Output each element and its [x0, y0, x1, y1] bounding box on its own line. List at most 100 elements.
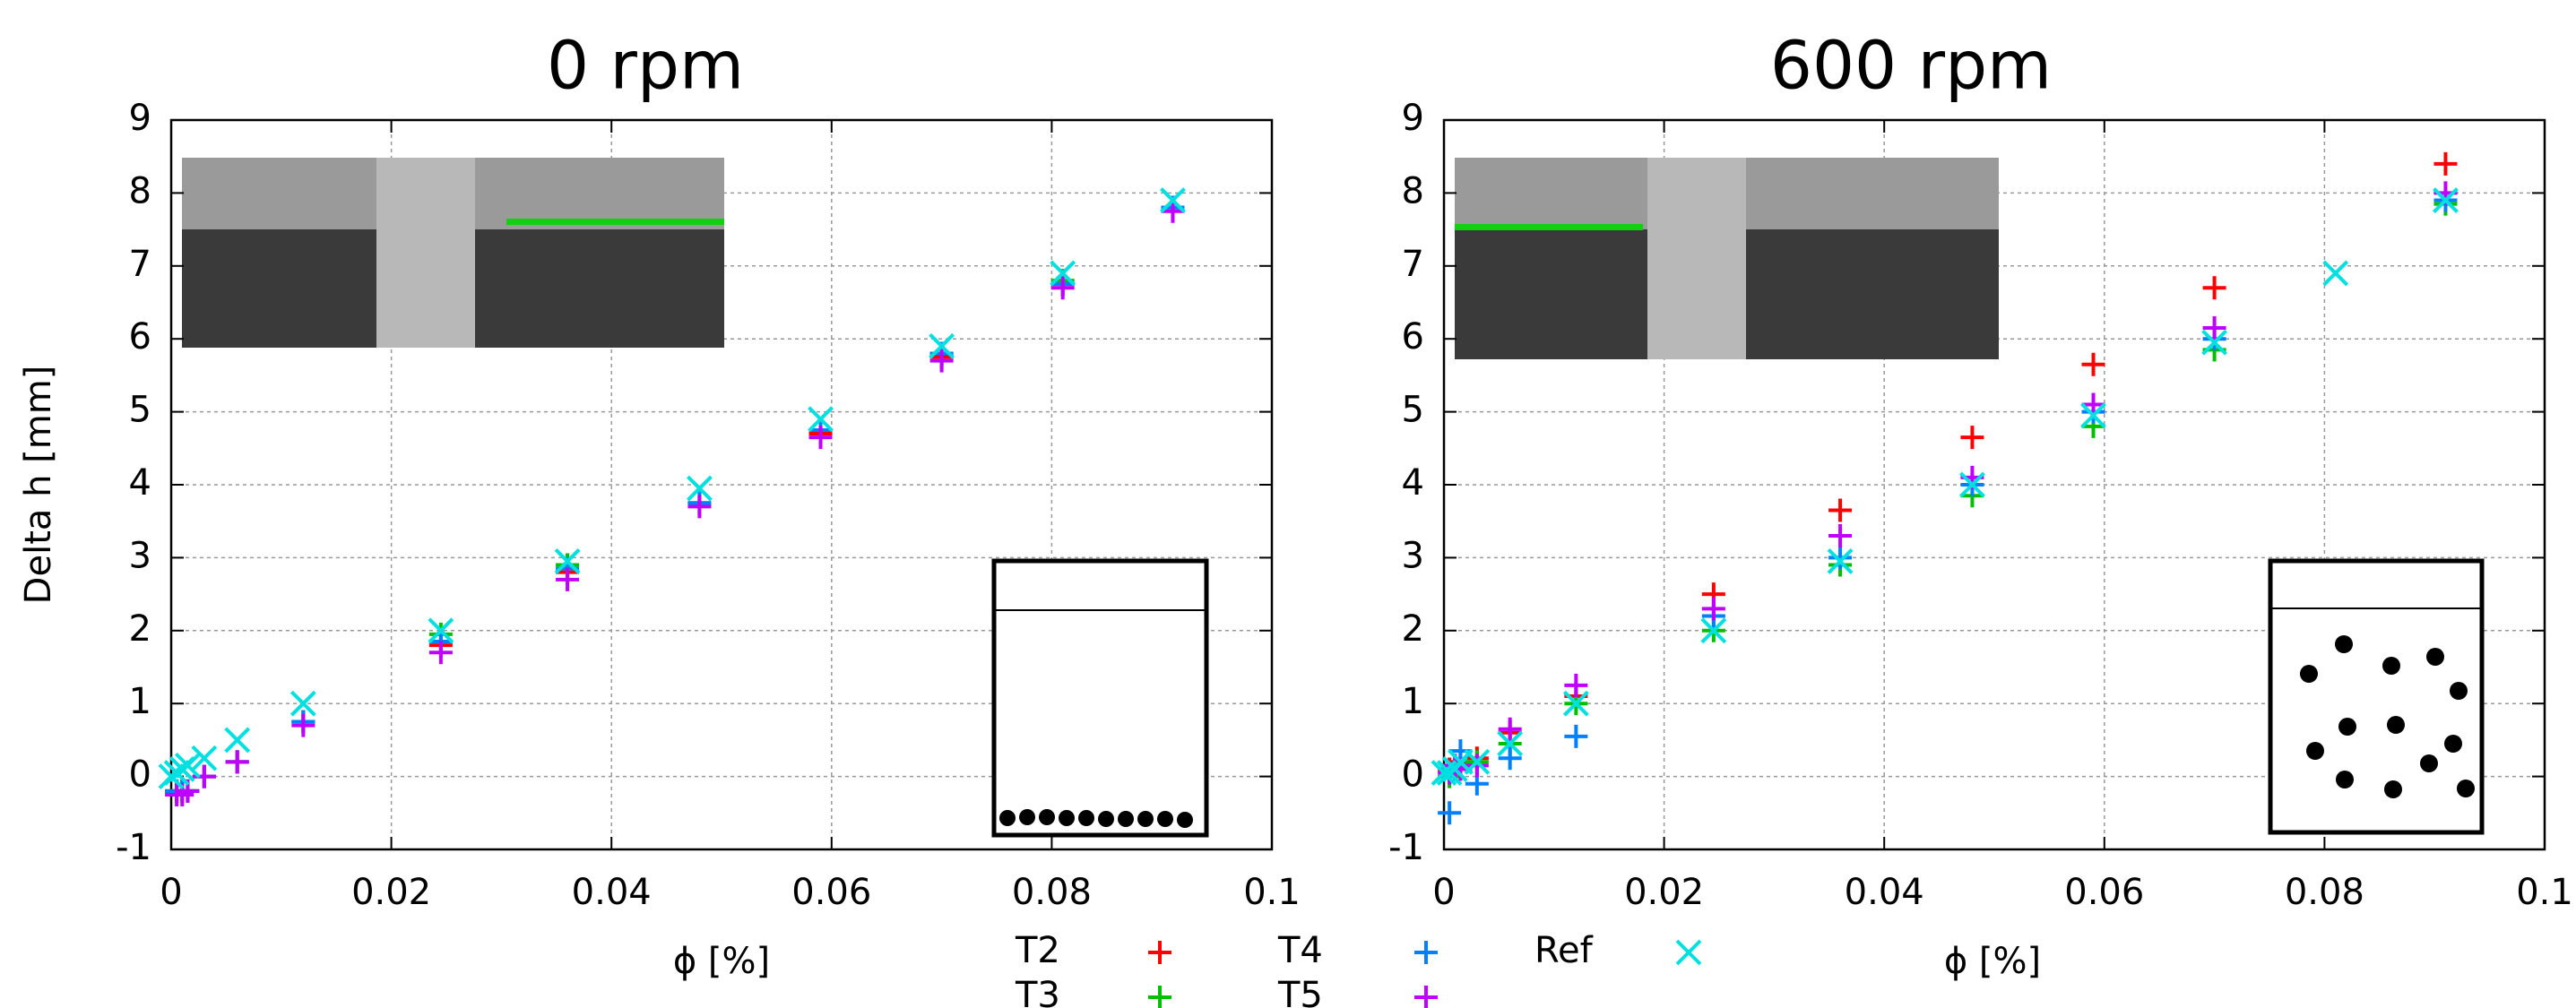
y-tick-label: 6: [129, 316, 151, 358]
x-tick-label: 0.04: [572, 872, 652, 913]
y-tick-label: 2: [129, 608, 151, 650]
plus-marker: [1960, 426, 1984, 450]
schematic-inset: [991, 558, 1209, 838]
cross-marker: [191, 745, 218, 771]
y-tick-label: 4: [129, 462, 151, 504]
plus-marker: [1564, 673, 1588, 697]
cross-marker: [929, 332, 955, 359]
cross-marker: [554, 548, 581, 574]
plus-marker: [1161, 199, 1185, 223]
x-tick-label: 0.02: [351, 872, 431, 913]
cross-marker: [1827, 548, 1854, 574]
cross-marker: [687, 475, 713, 502]
cross-marker: [1050, 260, 1076, 287]
photo-inset: [1455, 158, 1999, 359]
plus-marker: [1498, 717, 1522, 741]
y-tick-label: 0: [129, 754, 151, 796]
plus-marker: [2202, 276, 2226, 300]
plus-marker: [1438, 801, 1462, 825]
cross-marker: [175, 752, 201, 779]
cross-marker: [1959, 471, 1985, 498]
cross-marker: [1700, 617, 1727, 644]
plus-marker: [1148, 986, 1171, 1008]
x-tick-label: 0.1: [1243, 872, 1301, 913]
cross-marker: [428, 617, 454, 644]
plus-marker: [428, 641, 453, 665]
cross-marker: [1675, 939, 1702, 966]
plus-marker: [2081, 352, 2105, 376]
y-tick-label: 5: [1402, 390, 1424, 431]
y-tick-label: 1: [1402, 681, 1424, 722]
cross-marker: [808, 406, 834, 433]
plus-marker: [556, 567, 580, 591]
photo-inset: [182, 158, 724, 348]
plus-marker: [1050, 276, 1075, 300]
y-tick-label: 7: [129, 244, 151, 285]
x-axis-label: ϕ [%]: [673, 941, 770, 982]
plus-marker: [1828, 523, 1853, 547]
y-tick-label: -1: [1388, 827, 1424, 868]
plus-marker: [291, 713, 316, 737]
plus-marker: [2202, 315, 2226, 340]
cross-marker: [2080, 402, 2106, 429]
plus-marker: [1564, 724, 1588, 748]
x-tick-label: 0.1: [2516, 872, 2573, 913]
y-tick-label: 4: [1402, 462, 1424, 504]
plus-marker: [1414, 986, 1438, 1008]
cross-marker: [1562, 690, 1589, 717]
y-axis-label: Delta h [mm]: [18, 366, 59, 605]
cross-marker: [224, 727, 251, 754]
y-tick-label: -1: [116, 827, 151, 868]
cross-marker: [2433, 187, 2459, 213]
chart-title: 600 rpm: [1770, 28, 2052, 105]
x-tick-label: 0.06: [2064, 872, 2144, 913]
plus-marker: [1828, 546, 1853, 570]
x-tick-label: 0.02: [1624, 872, 1704, 913]
plot-frame: [1442, 118, 2546, 851]
legend-label: T3: [1015, 975, 1060, 1008]
schematic-inset: [2268, 558, 2485, 835]
x-tick-label: 0.04: [1845, 872, 1924, 913]
legend-label: T2: [1015, 930, 1060, 971]
x-tick-label: 0: [1432, 872, 1455, 913]
x-axis-label: ϕ [%]: [1944, 941, 2041, 982]
plot-frame: [169, 118, 1274, 851]
plus-marker: [1498, 746, 1522, 771]
plus-marker: [2433, 151, 2458, 176]
x-tick-label: 0.08: [2285, 872, 2364, 913]
cross-marker: [2322, 260, 2349, 287]
y-tick-label: 8: [1402, 170, 1424, 211]
cross-marker: [1497, 730, 1524, 757]
cross-marker: [290, 690, 316, 717]
y-tick-label: 3: [129, 535, 151, 576]
y-tick-label: 9: [1402, 98, 1424, 139]
plus-marker: [225, 750, 249, 774]
legend-label: T5: [1277, 975, 1323, 1008]
y-tick-label: 1: [129, 681, 151, 722]
x-tick-label: 0.06: [791, 872, 871, 913]
y-tick-label: 2: [1402, 608, 1424, 650]
y-tick-label: 6: [1402, 316, 1424, 358]
plus-marker: [1148, 941, 1171, 964]
x-tick-label: 0.08: [1012, 872, 1092, 913]
plus-marker: [687, 495, 712, 519]
y-tick-label: 9: [129, 98, 151, 139]
y-tick-label: 7: [1402, 244, 1424, 285]
legend-label: Ref: [1534, 930, 1594, 971]
y-tick-label: 8: [129, 170, 151, 211]
y-tick-label: 5: [129, 390, 151, 431]
plus-marker: [1701, 597, 1725, 621]
cross-marker: [2201, 329, 2228, 356]
plus-marker: [1828, 498, 1853, 522]
cross-marker: [1464, 748, 1491, 775]
y-tick-label: 0: [1402, 754, 1424, 796]
cross-marker: [1160, 187, 1186, 213]
chart-title: 0 rpm: [547, 28, 744, 105]
x-tick-label: 0: [160, 872, 182, 913]
plus-marker: [1465, 754, 1489, 778]
plus-marker: [2081, 392, 2105, 417]
plus-marker: [1414, 941, 1438, 964]
plus-marker: [808, 426, 833, 450]
y-tick-label: 3: [1402, 535, 1424, 576]
